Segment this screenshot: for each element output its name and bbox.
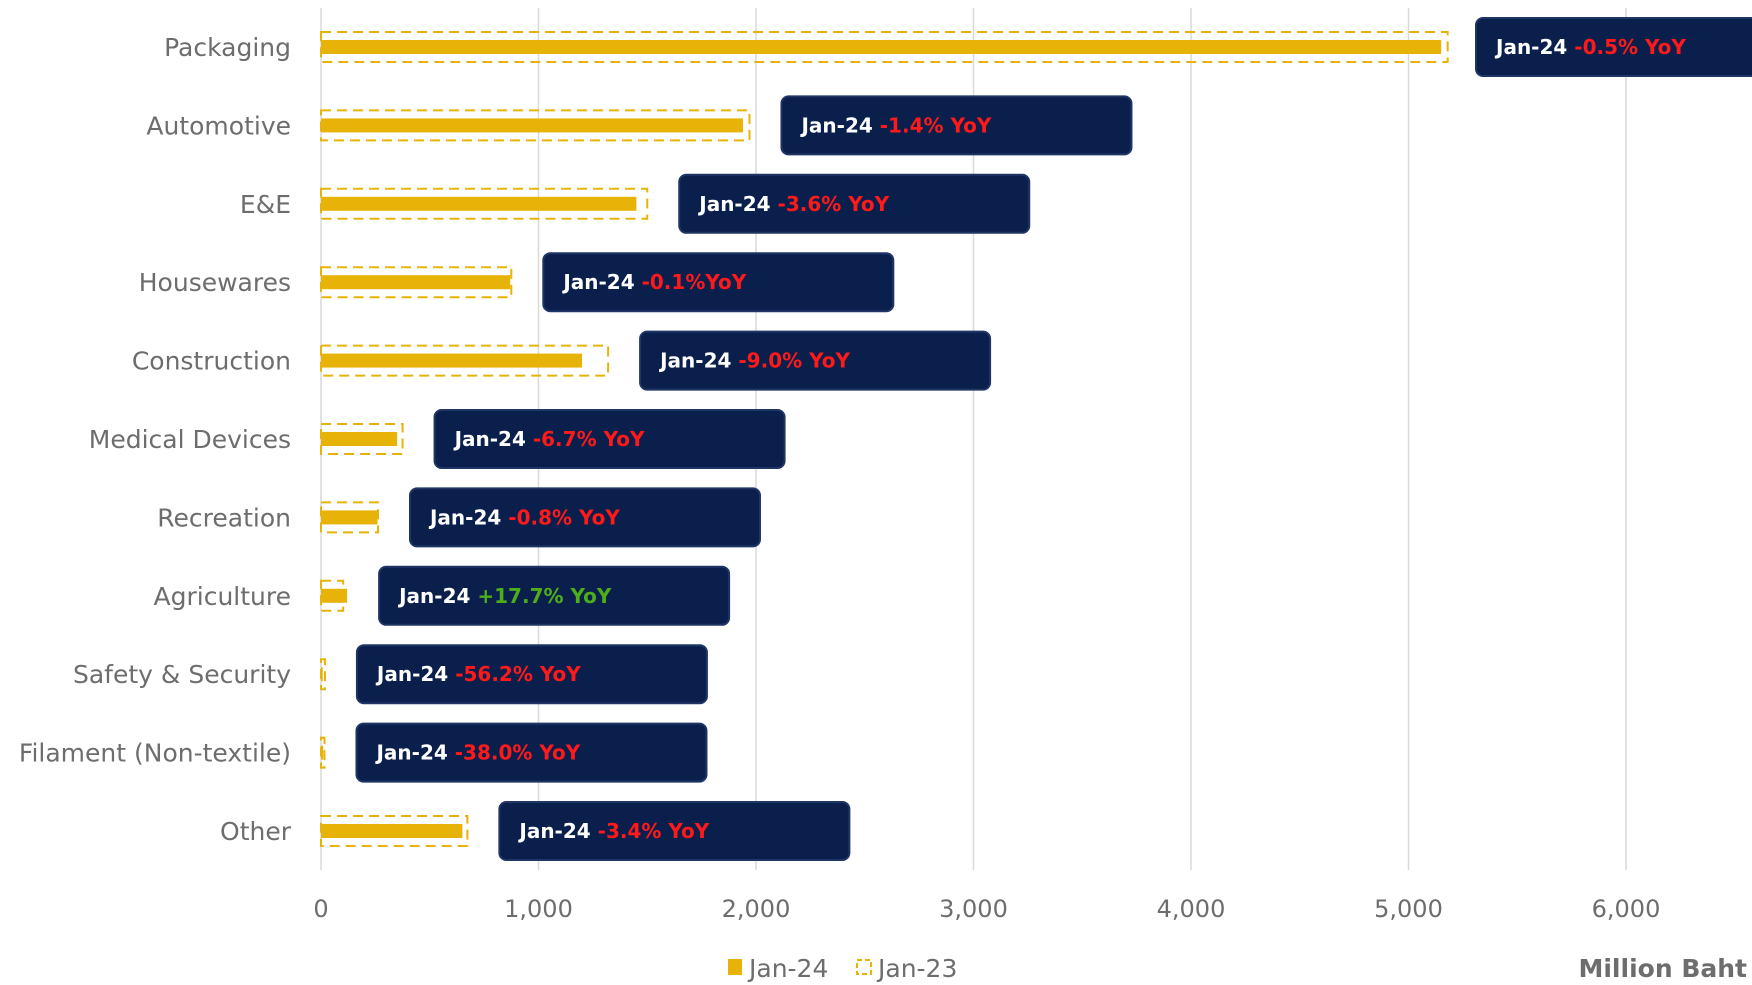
bar-jan-24-automotive (321, 118, 743, 133)
yoy-annotation-other: Jan-24 -3.4% YoY (498, 801, 851, 861)
annotation-yoy-change: -3.6% YoY (778, 192, 890, 216)
annotation-text: Jan-24 -9.0% YoY (658, 349, 850, 373)
annotation-text: Jan-24 -3.4% YoY (517, 819, 709, 843)
annotation-box (498, 801, 851, 861)
x-tick-label: 5,000 (1374, 895, 1443, 923)
bar-jan-24-safety-security (321, 667, 323, 682)
x-tick-label: 6,000 (1592, 895, 1661, 923)
category-label-agriculture: Agriculture (154, 582, 292, 611)
annotation-yoy-change: -6.7% YoY (533, 427, 645, 451)
annotation-box (678, 173, 1031, 234)
bar-jan-24-construction (321, 353, 582, 368)
annotation-yoy-change: -1.4% YoY (880, 113, 992, 137)
annotation-period: Jan-24 (561, 270, 641, 294)
x-axis-unit-label: Million Baht (1578, 954, 1747, 983)
annotation-box (378, 565, 731, 626)
annotation-period: Jan-24 (453, 427, 533, 451)
category-label-other: Other (220, 817, 292, 846)
yoy-annotation-packaging: Jan-24 -0.5% YoY (1475, 17, 1752, 77)
annotation-box (639, 330, 992, 391)
annotation-period: Jan-24 (697, 192, 777, 216)
yoy-annotation-e-e: Jan-24 -3.6% YoY (678, 173, 1031, 234)
yoy-annotation-recreation: Jan-24 -0.8% YoY (408, 487, 761, 548)
x-axis-tick-labels: 0 1,000 2,000 3,000 4,000 5,000 6,000 (313, 895, 1660, 923)
annotation-box (355, 644, 708, 705)
category-label-filament-non-textile: Filament (Non-textile) (19, 739, 291, 768)
category-label-construction: Construction (132, 347, 291, 376)
x-tick-label: 1,000 (504, 895, 573, 923)
annotation-box (780, 95, 1133, 156)
category-label-safety-security: Safety & Security (73, 660, 291, 689)
yoy-annotation-medical-devices: Jan-24 -6.7% YoY (433, 409, 786, 469)
legend-label-jan-24: Jan-24 (747, 954, 828, 983)
annotation-text: Jan-24 -6.7% YoY (453, 427, 645, 451)
annotation-yoy-change: -0.5% YoY (1574, 35, 1686, 59)
annotation-text: Jan-24 -0.1%YoY (561, 270, 746, 294)
annotation-box (355, 722, 708, 783)
annotation-period: Jan-24 (428, 505, 508, 529)
bar-jan-24-e-e (321, 196, 637, 211)
annotation-yoy-change: -0.1%YoY (642, 270, 747, 294)
category-label-packaging: Packaging (164, 33, 291, 62)
annotation-box (542, 252, 895, 313)
annotation-text: Jan-24 -56.2% YoY (375, 662, 581, 686)
category-label-medical-devices: Medical Devices (89, 425, 291, 454)
yoy-annotation-safety-security: Jan-24 -56.2% YoY (355, 644, 708, 705)
yoy-annotation-construction: Jan-24 -9.0% YoY (639, 330, 992, 391)
bar-jan-24-medical-devices (321, 432, 398, 446)
annotation-yoy-change: -9.0% YoY (738, 349, 850, 373)
annotation-yoy-change: +17.7% YoY (477, 584, 611, 608)
legend-swatch-jan-23 (856, 959, 872, 975)
annotation-period: Jan-24 (375, 662, 455, 686)
annotation-period: Jan-24 (658, 349, 738, 373)
annotation-yoy-change: -3.4% YoY (598, 819, 710, 843)
bar-jan-24-filament-non-textile (321, 745, 324, 760)
annotation-period: Jan-24 (397, 584, 477, 608)
annotation-yoy-change: -56.2% YoY (455, 662, 581, 686)
bar-jan-23-recreation (320, 501, 379, 534)
annotation-box (408, 487, 761, 548)
bar-jan-24-other (321, 824, 463, 838)
yoy-annotation-automotive: Jan-24 -1.4% YoY (780, 95, 1133, 156)
category-label-housewares: Housewares (139, 268, 291, 297)
annotation-yoy-change: -0.8% YoY (508, 505, 620, 529)
yoy-annotation-agriculture: Jan-24 +17.7% YoY (378, 565, 731, 626)
annotation-yoy-change: -38.0% YoY (455, 741, 581, 765)
x-tick-label: 2,000 (722, 895, 791, 923)
annotation-period: Jan-24 (517, 819, 597, 843)
annotation-text: Jan-24 +17.7% YoY (397, 584, 612, 608)
bar-jan-24-packaging (321, 40, 1442, 54)
bar-jan-24-recreation (321, 510, 378, 525)
legend-label-jan-23: Jan-23 (876, 954, 957, 983)
legend-swatch-jan-24 (728, 959, 742, 975)
category-label-e-e: E&E (240, 190, 291, 219)
yoy-annotation-housewares: Jan-24 -0.1%YoY (542, 252, 895, 313)
bar-jan-23-packaging (320, 31, 1449, 63)
x-tick-label: 3,000 (939, 895, 1008, 923)
bar-jan-24-housewares (321, 275, 511, 290)
bars (320, 31, 1449, 847)
annotation-text: Jan-24 -3.6% YoY (697, 192, 889, 216)
x-tick-label: 4,000 (1157, 895, 1226, 923)
annotation-box (1475, 17, 1752, 77)
category-label-recreation: Recreation (157, 503, 291, 532)
category-labels: Packaging Automotive E&E Housewares Construc… (19, 33, 292, 846)
x-tick-label: 0 (313, 895, 328, 923)
annotation-period: Jan-24 (374, 741, 454, 765)
annotation-period: Jan-24 (1494, 35, 1574, 59)
legend: Jan-24 Jan-23 (728, 954, 957, 983)
category-label-automotive: Automotive (146, 111, 291, 140)
yoy-annotation-filament-non-textile: Jan-24 -38.0% YoY (355, 722, 708, 783)
bar-jan-24-agriculture (321, 588, 348, 603)
annotation-text: Jan-24 -38.0% YoY (374, 741, 580, 765)
annotation-period: Jan-24 (799, 113, 879, 137)
annotation-text: Jan-24 -0.5% YoY (1494, 35, 1686, 59)
annotation-text: Jan-24 -1.4% YoY (799, 113, 991, 137)
annotation-box (433, 409, 786, 469)
annotation-text: Jan-24 -0.8% YoY (428, 505, 620, 529)
